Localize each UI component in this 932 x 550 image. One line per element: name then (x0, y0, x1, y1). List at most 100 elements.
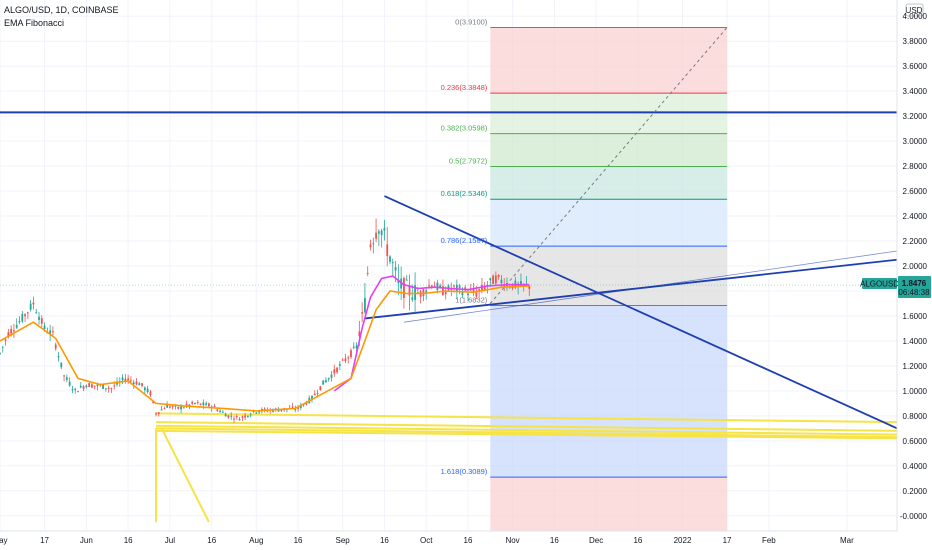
candle-body (82, 386, 85, 389)
symbol-title[interactable]: ALGO/USD, 1D, COINBASE (4, 5, 119, 15)
candle-body (389, 256, 391, 262)
candle-body (383, 227, 386, 231)
support-line-yellow (155, 429, 898, 440)
candle-body (49, 330, 52, 335)
current-price-text: 1.8476 (902, 279, 927, 288)
support-line-yellow (155, 424, 898, 436)
candle-body (361, 312, 364, 314)
candle-body (258, 411, 260, 413)
candle-body (366, 272, 369, 274)
candle-body (391, 262, 394, 264)
candle-body (202, 402, 205, 406)
price-tick-label: 3.4000 (903, 87, 928, 96)
candle-body (227, 415, 230, 418)
candle-body (88, 383, 91, 388)
candle-body (177, 406, 180, 409)
candle-body (344, 358, 347, 362)
candle-body (38, 316, 40, 321)
time-tick-label: 16 (380, 536, 389, 545)
candle-body (352, 346, 355, 348)
candle-body (26, 312, 29, 314)
candle-body (57, 356, 60, 358)
indicator-name[interactable]: EMA Fibonacci (4, 18, 65, 28)
candle-body (216, 409, 219, 411)
fib-level-label: 0(3.9100) (455, 17, 488, 26)
candle-body (528, 285, 531, 289)
candle-body (152, 401, 155, 404)
time-tick-label: Oct (420, 536, 433, 545)
candle-body (450, 289, 453, 291)
symbol-badge-text: ALGOUSD (860, 280, 899, 289)
candle-body (327, 377, 330, 380)
drawings[interactable] (0, 27, 898, 523)
candle-body (32, 302, 35, 305)
fib-zone (490, 133, 728, 167)
time-tick-label: 17 (40, 536, 49, 545)
time-tick-label: 16 (464, 536, 473, 545)
candle-body (503, 284, 506, 287)
candle-body (60, 362, 63, 368)
candle-body (469, 289, 472, 291)
candle-body (291, 406, 294, 408)
candle-body (149, 391, 152, 396)
candle-body (369, 244, 372, 248)
candle-body (93, 385, 96, 387)
candle-body (358, 331, 361, 336)
candle-body (77, 391, 79, 393)
candle-body (255, 412, 258, 414)
fib-level-label: 0.5(2.7972) (449, 156, 488, 165)
candle-body (394, 267, 397, 271)
price-tick-label: 2.8000 (903, 162, 928, 171)
candle-body (319, 386, 322, 390)
candle-body (124, 378, 127, 382)
countdown-text: 06:48:38 (898, 288, 930, 297)
candle-body (21, 314, 24, 322)
candle-body (208, 403, 210, 407)
time-tick-label: 16 (207, 536, 216, 545)
candle-body (185, 403, 188, 406)
candle-body (467, 293, 469, 296)
candle-body (1, 346, 4, 348)
candle-body (43, 325, 46, 329)
candle-body (497, 274, 500, 278)
time-axis[interactable]: May 17 Jun 16 Jul 16 Aug 16 Sep 16 Oct 16 Nov 16 Dec 16… (0, 530, 932, 550)
fib-level-label: 0.236(3.3848) (441, 83, 488, 92)
candle-body (386, 244, 389, 257)
fibonacci-zones[interactable] (490, 26, 728, 531)
candle-body (157, 412, 160, 414)
candle-body (24, 314, 26, 317)
candle-body (191, 401, 194, 404)
candle-body (199, 403, 202, 405)
candle-body (403, 278, 405, 299)
fib-zone (490, 166, 728, 200)
price-tick-label: 3.8000 (903, 37, 928, 46)
candle-body (325, 380, 327, 383)
fib-level-label: 0.382(3.0598) (441, 124, 488, 133)
candle-body (411, 297, 414, 300)
candle-body (233, 418, 235, 420)
time-tick-label: Feb (762, 536, 776, 545)
candle-body (188, 404, 191, 407)
fib-zone (490, 305, 728, 478)
candle-body (414, 285, 416, 300)
candle-body (244, 415, 247, 418)
price-badge (898, 276, 931, 299)
time-tick-label: 2022 (674, 536, 692, 545)
candle-body (472, 289, 475, 293)
candles (0, 218, 531, 423)
candle-body (121, 377, 124, 381)
price-tick-label: 1.6000 (903, 312, 928, 321)
candle-body (375, 232, 377, 239)
time-tick-label: 16 (124, 536, 133, 545)
candle-body (104, 388, 107, 390)
price-tick-label: 1.0000 (903, 387, 928, 396)
candle-body (4, 339, 7, 341)
candle-body (29, 303, 32, 310)
candle-body (52, 331, 54, 333)
candle-body (305, 402, 308, 405)
fib-projection-line (489, 27, 728, 304)
candle-body (135, 381, 138, 385)
